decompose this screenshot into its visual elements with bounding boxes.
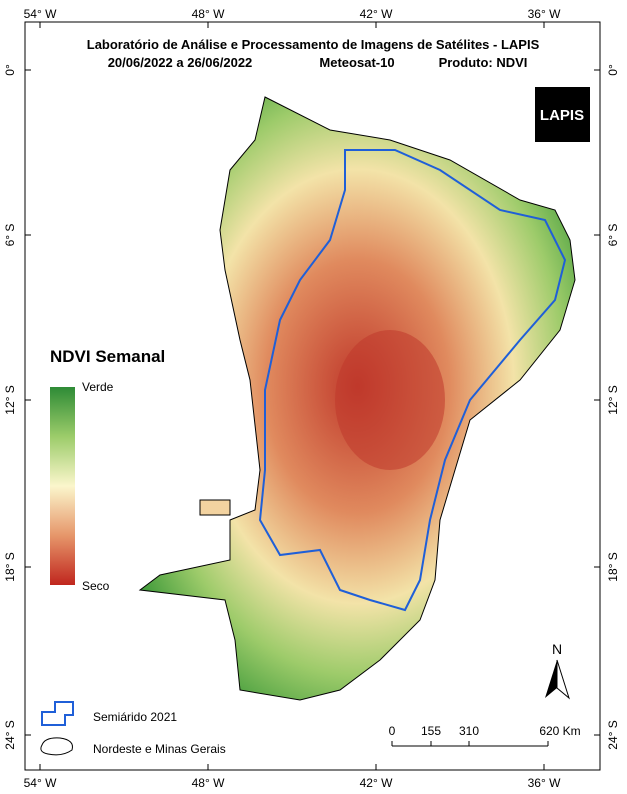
scale-label: 310 — [459, 724, 479, 738]
lon-label: 54° W — [24, 7, 57, 21]
island — [199, 499, 231, 516]
lon-label: 36° W — [528, 7, 561, 21]
north-label: N — [552, 641, 562, 657]
lat-label: 18° S — [606, 552, 620, 581]
semiarid-outline — [258, 149, 567, 612]
scale-label: 620 Km — [539, 724, 580, 738]
logo-text: LAPIS — [540, 107, 584, 124]
scale-label: 0 — [389, 724, 396, 738]
graticule-ticks — [25, 22, 600, 770]
legend-high: Verde — [82, 380, 114, 394]
lon-label: 42° W — [360, 776, 393, 790]
lat-label: 24° S — [606, 720, 620, 749]
legend-ramp — [50, 387, 75, 585]
lon-label: 42° W — [360, 7, 393, 21]
lat-label: 6° S — [606, 224, 620, 247]
lon-label: 36° W — [528, 776, 561, 790]
product: Produto: NDVI — [439, 55, 528, 70]
lat-label: 0° — [606, 64, 620, 76]
dry-area — [335, 330, 445, 470]
lat-label: 6° S — [3, 224, 17, 247]
satellite: Meteosat-10 — [319, 55, 394, 70]
lon-label: 48° W — [192, 776, 225, 790]
title: Laboratório de Análise e Processamento d… — [87, 37, 540, 52]
logo — [535, 87, 590, 142]
lat-label: 0° — [3, 64, 17, 76]
legend-title: NDVI Semanal — [50, 347, 165, 366]
key-icon-region — [40, 737, 73, 756]
legend-low: Seco — [82, 579, 110, 593]
north-arrow — [556, 659, 570, 700]
lon-label: 54° W — [24, 776, 57, 790]
north-arrow — [545, 660, 557, 698]
key-icon-semiarid — [41, 701, 74, 726]
lat-label: 12° S — [3, 385, 17, 414]
scale-label: 155 — [421, 724, 441, 738]
key-label: Nordeste e Minas Gerais — [93, 742, 226, 756]
key-label: Semiárido 2021 — [93, 710, 177, 724]
frame — [24, 21, 601, 771]
dates: 20/06/2022 a 26/06/2022 — [108, 55, 253, 70]
lat-label: 18° S — [3, 552, 17, 581]
lat-label: 12° S — [606, 385, 620, 414]
lon-label: 48° W — [192, 7, 225, 21]
scale-bar — [391, 741, 549, 747]
lat-label: 24° S — [3, 720, 17, 749]
